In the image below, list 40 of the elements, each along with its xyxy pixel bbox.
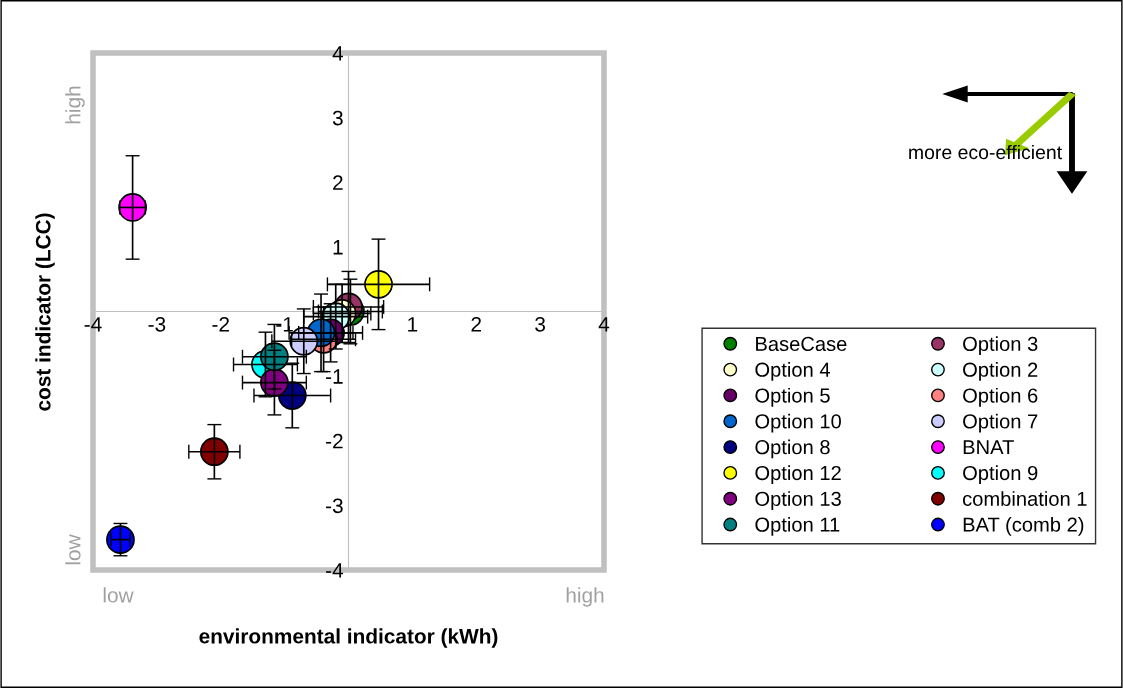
x-tick-label: -4	[84, 317, 102, 332]
legend-label: Option 7	[963, 413, 1038, 433]
x-tick-label: 3	[535, 316, 545, 332]
legend-label: Option 10	[755, 413, 841, 433]
point	[364, 269, 393, 299]
legend-label: combination 1	[962, 491, 1087, 506]
text: high	[65, 86, 85, 124]
y-tick-label: -2	[326, 433, 343, 449]
legend-label: Option 3	[963, 336, 1038, 356]
x-axis-title: environmental indicator (kWh)	[199, 628, 498, 648]
legend-label: Option 6	[963, 387, 1038, 407]
legend-label: Option 8	[755, 439, 830, 459]
y-tick-label: 3	[332, 110, 343, 126]
text: high	[566, 587, 604, 607]
legend-label: Option 9	[963, 465, 1038, 485]
y-tick-label: -1	[326, 369, 343, 384]
x-tick-label: -3	[148, 316, 166, 332]
legend-label: BAT (comb 2)	[963, 516, 1084, 536]
legend-label: Option 12	[755, 465, 841, 485]
y-tick-label: 4	[332, 46, 344, 61]
legend-label: Option 5	[755, 387, 830, 407]
x-tick-label: -2	[212, 316, 229, 332]
x-tick-label: 2	[471, 316, 481, 332]
text: low	[65, 534, 81, 565]
y-tick-label: 1	[333, 240, 343, 255]
x-tick-label: 4	[598, 317, 610, 332]
x-tick-label: 1	[408, 317, 418, 332]
legend-label: BaseCase	[756, 336, 847, 352]
x-tick-label: -1	[276, 317, 293, 332]
text: low	[103, 587, 134, 603]
legend-label: Option 13	[755, 491, 841, 510]
y-tick-label: -3	[326, 498, 343, 514]
legend-label: Option 11	[755, 516, 840, 536]
text: more eco-efficient	[909, 144, 1062, 160]
y-axis-title: cost indicator (LCC)	[35, 213, 55, 411]
legend-label: BNAT	[963, 440, 1014, 455]
legend-label: Option 4	[755, 362, 830, 381]
y-tick-label: 2	[333, 175, 343, 190]
y-tick-label: -4	[326, 563, 344, 578]
legend-label: Option 2	[963, 362, 1038, 381]
